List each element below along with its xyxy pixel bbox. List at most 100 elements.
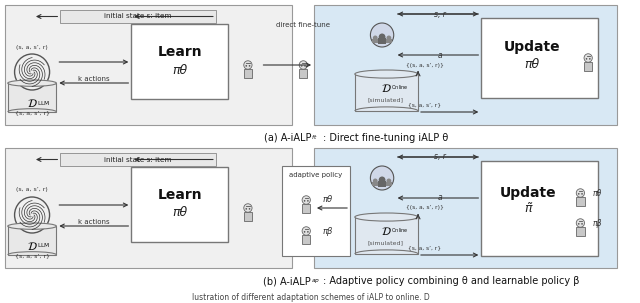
Text: initial state s: item: initial state s: item (104, 14, 172, 19)
Bar (378, 38, 386, 44)
Circle shape (304, 200, 305, 202)
Circle shape (379, 34, 385, 41)
Text: {(s, a, s’, r)}: {(s, a, s’, r)} (406, 62, 444, 68)
Bar (378, 181, 386, 187)
Bar (314, 148, 618, 268)
Bar (584, 62, 592, 71)
Bar (386, 182, 392, 186)
Bar (314, 5, 618, 125)
Text: [simulated]: [simulated] (368, 98, 404, 102)
Circle shape (245, 65, 247, 67)
Text: : Direct fine-tuning iALP θ: : Direct fine-tuning iALP θ (323, 133, 448, 143)
Text: s, r: s, r (435, 9, 446, 18)
Circle shape (307, 200, 308, 202)
Text: Learn: Learn (157, 45, 202, 59)
Bar (372, 39, 378, 43)
Circle shape (299, 61, 307, 69)
Circle shape (581, 193, 583, 195)
Text: direct fine-tune: direct fine-tune (276, 22, 330, 28)
Circle shape (581, 223, 583, 225)
Text: (s, a, s’, r): (s, a, s’, r) (16, 188, 48, 192)
Text: lustration of different adaptation schemes of iALP to online. D: lustration of different adaptation schem… (192, 292, 430, 301)
Text: $_{ap}$: $_{ap}$ (311, 277, 320, 285)
Bar (5, 148, 292, 268)
Circle shape (304, 65, 306, 67)
Bar (302, 235, 310, 244)
Bar (282, 166, 350, 256)
Bar (372, 182, 378, 186)
Text: k actions: k actions (79, 219, 110, 225)
Bar (302, 204, 310, 213)
Bar (244, 69, 252, 78)
Circle shape (371, 23, 394, 47)
Text: $\mathcal{D}$: $\mathcal{D}$ (27, 240, 38, 252)
Circle shape (584, 54, 592, 62)
Circle shape (302, 227, 310, 235)
Circle shape (379, 177, 385, 184)
Bar (355, 217, 418, 254)
Text: $_{\mathrm{LLM}}$: $_{\mathrm{LLM}}$ (37, 98, 50, 108)
Text: initial state s: item: initial state s: item (104, 157, 172, 162)
Text: $_{\mathrm{Online}}$: $_{\mathrm{Online}}$ (391, 84, 408, 92)
Text: Update: Update (504, 40, 560, 54)
Text: πβ: πβ (323, 227, 333, 235)
Circle shape (371, 166, 394, 190)
Text: πθ: πθ (524, 58, 540, 72)
Bar (8, 83, 56, 112)
Bar (299, 69, 307, 78)
Circle shape (576, 219, 584, 227)
Text: a: a (438, 51, 443, 59)
Text: {s, a, s’, r}: {s, a, s’, r} (408, 245, 442, 251)
Circle shape (387, 35, 391, 41)
Ellipse shape (355, 213, 418, 221)
Bar (386, 39, 392, 43)
Text: Learn: Learn (157, 188, 202, 202)
Circle shape (15, 54, 49, 90)
Text: $_{\mathrm{LLM}}$: $_{\mathrm{LLM}}$ (37, 241, 50, 251)
Text: {s, a, s’, r}: {s, a, s’, r} (15, 111, 49, 115)
Bar (60, 153, 216, 166)
Bar (131, 24, 228, 99)
Circle shape (249, 65, 250, 67)
Text: (s, a, s’, r): (s, a, s’, r) (16, 45, 48, 49)
Bar (355, 74, 418, 111)
Bar (481, 18, 598, 98)
Bar (481, 161, 598, 256)
Circle shape (589, 58, 591, 60)
Circle shape (244, 61, 252, 69)
Bar (8, 226, 56, 255)
Ellipse shape (8, 223, 56, 229)
Bar (60, 10, 216, 23)
Circle shape (301, 65, 303, 67)
Text: πβ: πβ (592, 218, 602, 228)
Circle shape (373, 35, 378, 41)
Bar (5, 5, 292, 125)
Text: {s, a, s’, r}: {s, a, s’, r} (408, 102, 442, 108)
Text: {s, a, s’, r}: {s, a, s’, r} (15, 254, 49, 258)
Bar (131, 167, 228, 242)
Circle shape (578, 193, 580, 195)
Text: k actions: k actions (79, 76, 110, 82)
Circle shape (578, 223, 580, 225)
Circle shape (249, 208, 250, 210)
Bar (244, 212, 252, 221)
Circle shape (373, 178, 378, 184)
Bar (576, 197, 584, 206)
Text: a: a (438, 194, 443, 202)
Circle shape (245, 208, 247, 210)
Text: $_{\mathrm{Online}}$: $_{\mathrm{Online}}$ (391, 227, 408, 235)
Text: $\mathcal{D}$: $\mathcal{D}$ (27, 97, 38, 109)
Text: (a) A-iALP: (a) A-iALP (264, 133, 311, 143)
Text: (b) A-iALP: (b) A-iALP (263, 276, 311, 286)
Circle shape (302, 196, 310, 204)
Circle shape (15, 197, 49, 233)
Text: πθ: πθ (172, 64, 188, 76)
Text: Update: Update (500, 186, 556, 200)
Ellipse shape (355, 70, 418, 78)
Text: πθ: πθ (592, 188, 602, 198)
Text: s, r: s, r (435, 152, 446, 161)
Circle shape (586, 58, 588, 60)
Text: π̃: π̃ (524, 201, 532, 215)
Circle shape (576, 189, 584, 197)
Text: πθ: πθ (323, 195, 333, 205)
